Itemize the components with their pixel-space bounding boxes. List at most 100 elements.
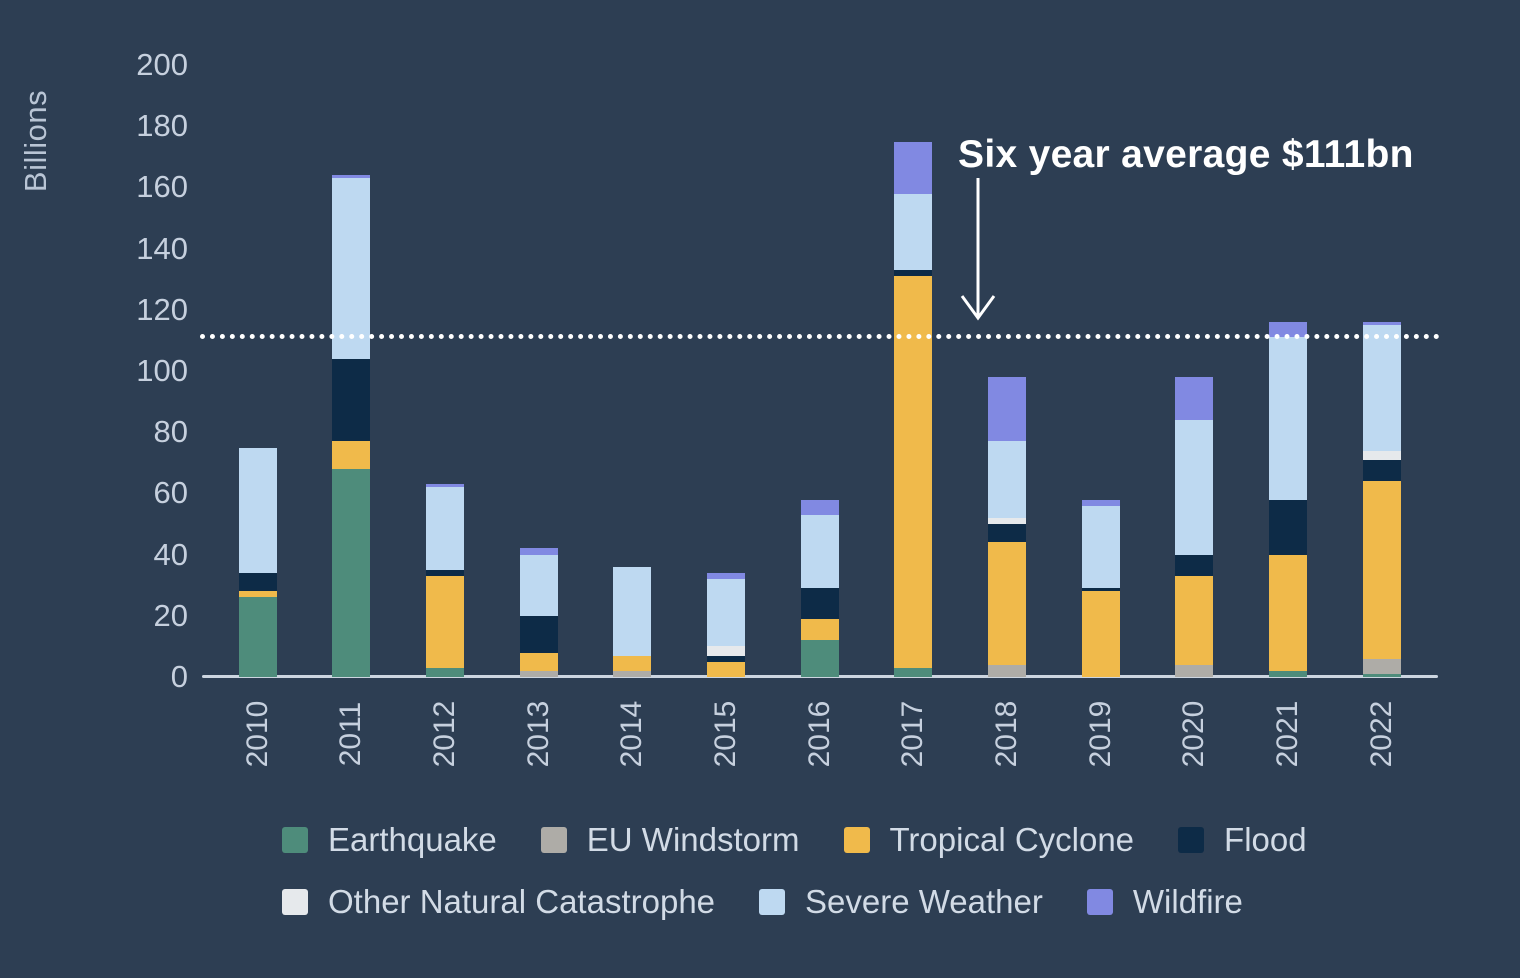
bar-segment-2011-flood [332,358,371,442]
bar-segment-2012-flood [425,569,464,576]
bar-segment-2020-wildfire [1175,377,1214,420]
bar-segment-2013-eu-windstorm [519,670,558,677]
bar-segment-2020-severe-weather [1175,419,1214,555]
bar-segment-2015-flood [706,655,745,662]
bar-segment-2011-earthquake [332,468,371,677]
y-tick-80: 80 [153,414,188,450]
bar-segment-2020-eu-windstorm [1175,664,1214,677]
bar-segment-2010-tropical-cyclone [238,591,277,598]
bar-segment-2017-earthquake [894,667,933,677]
bar-segment-2017-severe-weather [894,193,933,271]
legend-row-1: Earthquake EU Windstorm Tropical Cyclone Fl… [282,820,1382,860]
legend-label-flood: Flood [1224,821,1307,858]
bar-segment-2011-wildfire [332,175,371,179]
bar-segment-2018-wildfire [987,377,1026,442]
bar-segment-2014-tropical-cyclone [613,655,652,671]
bar-segment-2019-wildfire [1081,499,1120,506]
bar-segment-2018-flood [987,524,1026,543]
bar-segment-2014-severe-weather [613,566,652,656]
y-tick-200: 200 [136,47,188,82]
bar-segment-2022-other-natural-catastrophe [1362,450,1401,460]
y-tick-40: 40 [153,536,188,572]
x-label-2018: 2018 [989,700,1023,768]
bar-segment-2012-earthquake [425,667,464,677]
bar-segment-2022-wildfire [1362,322,1401,326]
bar-segment-2014-eu-windstorm [613,670,652,677]
legend-item-eu-windstorm: EU Windstorm [540,820,800,860]
bar-segment-2015-severe-weather [706,579,745,647]
legend-swatch-flood [1178,827,1205,853]
bar-segment-2017-wildfire [894,141,933,194]
x-label-2021: 2021 [1270,700,1304,768]
legend-item-other-natural-catastrophe: Other Natural Catastrophe [282,882,715,922]
bar-segment-2022-flood [1362,459,1401,482]
bar-segment-2018-other-natural-catastrophe [987,517,1026,524]
bar-segment-2017-flood [894,270,933,277]
average-dotted-line [200,334,1440,340]
legend-label-eu-windstorm: EU Windstorm [586,821,800,858]
legend-label-wildfire: Wildfire [1132,883,1243,920]
bar-segment-2019-flood [1081,588,1120,592]
bar-segment-2016-severe-weather [800,514,839,589]
x-label-2016: 2016 [802,700,836,768]
x-label-2015: 2015 [708,700,742,768]
bar-segment-2021-wildfire [1268,322,1307,338]
legend-item-wildfire: Wildfire [1086,882,1243,922]
bar-segment-2021-severe-weather [1268,337,1307,500]
bar-segment-2016-tropical-cyclone [800,618,839,641]
bar-segment-2015-other-natural-catastrophe [706,646,745,656]
legend: Earthquake EU Windstorm Tropical Cyclone Fl… [282,820,1382,944]
x-label-2013: 2013 [521,700,555,768]
bar-segment-2013-tropical-cyclone [519,652,558,671]
bar-segment-2018-eu-windstorm [987,664,1026,677]
legend-item-severe-weather: Severe Weather [759,882,1043,922]
y-tick-140: 140 [136,230,188,266]
bar-segment-2022-severe-weather [1362,325,1401,451]
x-label-2019: 2019 [1083,700,1117,768]
x-label-2011: 2011 [334,701,368,767]
x-label-2012: 2012 [427,700,461,768]
y-tick-20: 20 [153,597,188,633]
down-arrow-icon [960,178,996,321]
bar-segment-2018-severe-weather [987,441,1026,518]
y-tick-160: 160 [136,169,188,205]
bar-segment-2020-tropical-cyclone [1175,576,1214,665]
y-tick-60: 60 [153,475,188,511]
bar-segment-2022-eu-windstorm [1362,658,1401,674]
legend-item-flood: Flood [1178,820,1307,860]
bar-segment-2012-wildfire [425,484,464,488]
x-label-2010: 2010 [240,700,274,768]
average-annotation-label: Six year average $111bn [958,133,1414,176]
bar-segment-2010-severe-weather [238,447,277,573]
bar-segment-2019-tropical-cyclone [1081,591,1120,677]
bar-segment-2012-severe-weather [425,487,464,570]
bar-segment-2016-earthquake [800,640,839,677]
legend-swatch-tropical-cyclone [843,827,870,853]
legend-label-earthquake: Earthquake [328,821,497,858]
bar-segment-2013-severe-weather [519,554,558,616]
legend-item-tropical-cyclone: Tropical Cyclone [843,820,1134,860]
bar-segment-2013-wildfire [519,548,558,555]
bar-segment-2015-tropical-cyclone [706,661,745,677]
bar-segment-2010-earthquake [238,597,277,677]
bar-segment-2017-tropical-cyclone [894,276,933,668]
x-label-2020: 2020 [1177,700,1211,768]
bar-segment-2015-wildfire [706,572,745,580]
legend-item-earthquake: Earthquake [282,820,497,860]
legend-label-severe-weather: Severe Weather [805,883,1043,920]
bar-segment-2021-flood [1268,499,1307,555]
bar-segment-2021-tropical-cyclone [1268,554,1307,671]
bar-segment-2020-flood [1175,554,1214,576]
legend-swatch-eu-windstorm [540,827,567,853]
bar-segment-2019-severe-weather [1081,505,1120,589]
y-tick-100: 100 [136,353,188,388]
bar-segment-2022-earthquake [1362,673,1401,677]
legend-row-2: Other Natural Catastrophe Severe Weather W… [282,882,1382,922]
y-tick-180: 180 [136,108,188,144]
bar-segment-2016-flood [800,588,839,619]
legend-swatch-earthquake [282,827,308,853]
bar-segment-2011-tropical-cyclone [332,441,371,469]
y-tick-0: 0 [170,659,188,694]
bar-segment-2021-earthquake [1268,670,1307,677]
